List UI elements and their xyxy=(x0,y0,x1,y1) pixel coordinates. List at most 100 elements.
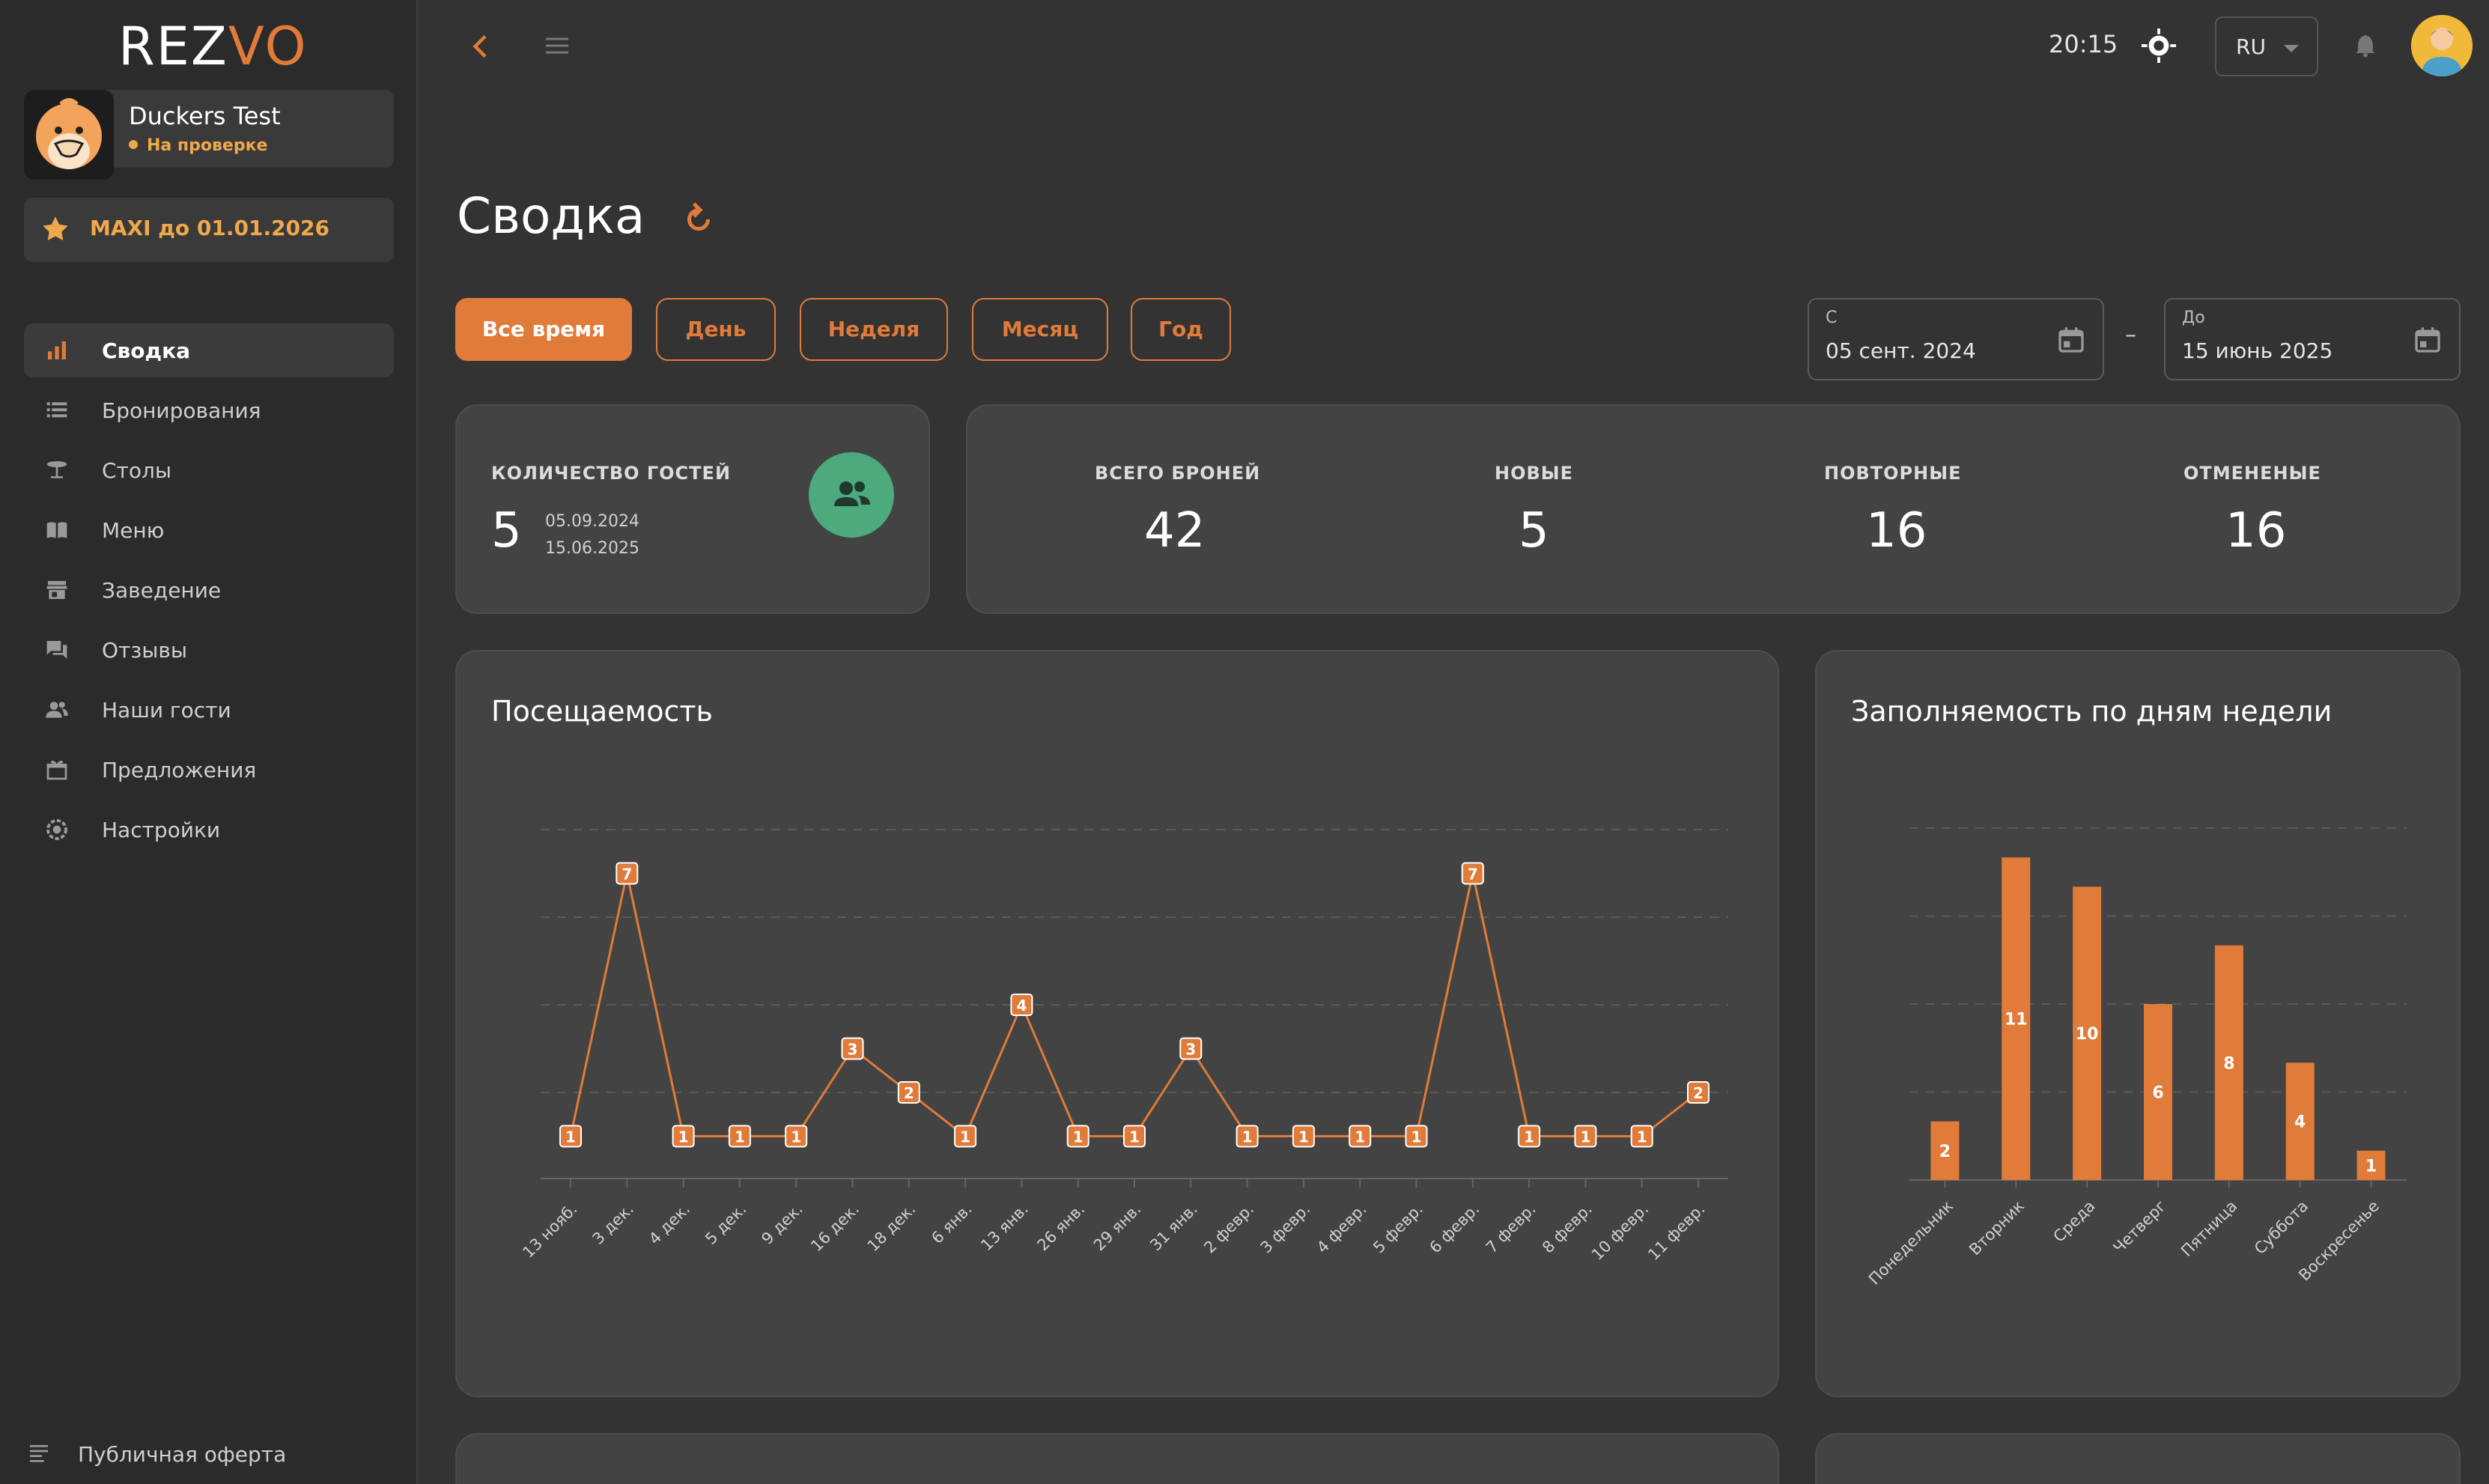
data-point xyxy=(897,1081,920,1104)
period-week-button[interactable]: Неделя xyxy=(800,298,948,361)
data-point xyxy=(559,1125,582,1148)
data-label: 3 xyxy=(848,1041,858,1059)
cancelled-bookings-label: ОТМЕНЕНЫЕ xyxy=(2183,463,2321,484)
period-all-time-button[interactable]: Все время xyxy=(455,298,632,361)
settings-icon xyxy=(46,819,67,840)
data-point xyxy=(1461,862,1484,885)
period-month-button[interactable]: Месяц xyxy=(972,298,1108,361)
menu-book-icon xyxy=(46,522,67,538)
venue-name: Duckers Test xyxy=(129,102,281,130)
total-bookings-value: 42 xyxy=(1144,503,1206,559)
weekday-bar-chart: 2 Понедельник 11 Вторник 10 Среда 6 Четверг 8 Пят… xyxy=(1865,827,2407,1289)
theme-toggle-icon[interactable] xyxy=(2142,28,2176,63)
bar-value-label: 11 xyxy=(2005,1011,2028,1030)
x-tick-label: 13 янв. xyxy=(977,1200,1032,1255)
data-label: 7 xyxy=(622,866,632,884)
data-label: 1 xyxy=(1411,1128,1422,1146)
star-icon xyxy=(43,216,68,240)
sidebar-item-offers[interactable]: Предложения xyxy=(24,743,394,797)
x-tick-label: 10 февр. xyxy=(1588,1200,1652,1264)
calendar-icon[interactable] xyxy=(2056,323,2086,356)
x-tick-label: 3 февр. xyxy=(1257,1200,1314,1257)
sidebar-item-reviews[interactable]: Отзывы xyxy=(24,623,394,677)
chart-bar-icon xyxy=(48,341,66,359)
date-to-field[interactable]: До 15 июнь 2025 xyxy=(2164,298,2461,380)
sidebar-item-summary[interactable]: Сводка xyxy=(24,323,394,377)
sidebar-item-tables[interactable]: Столы xyxy=(24,443,394,497)
guests-count-label: КОЛИЧЕСТВО ГОСТЕЙ xyxy=(491,463,732,484)
refresh-icon[interactable] xyxy=(680,201,717,238)
repeat-bookings-value: 16 xyxy=(1866,503,1927,559)
data-label: 1 xyxy=(1637,1128,1647,1146)
x-tick-label: 16 дек. xyxy=(807,1200,863,1256)
clock: 20:15 xyxy=(2049,30,2118,58)
date-from-label: С xyxy=(1826,308,1838,327)
total-bookings-label: ВСЕГО БРОНЕЙ xyxy=(1095,463,1261,484)
sidebar-item-settings[interactable]: Настройки xyxy=(24,803,394,857)
data-label: 3 xyxy=(1185,1041,1196,1059)
data-label: 1 xyxy=(1580,1128,1590,1146)
x-tick-label: 5 февр. xyxy=(1370,1200,1426,1257)
sidebar-item-guests[interactable]: Наши гости xyxy=(24,683,394,737)
venue-profile[interactable]: Duckers Test На проверке xyxy=(24,90,394,180)
attendance-chart-title: Посещаемость xyxy=(491,695,713,728)
table-icon xyxy=(46,461,67,478)
hamburger-menu-icon[interactable] xyxy=(544,34,571,57)
attendance-line-chart: 113 нояб.73 дек.14 дек.15 дек.19 дек.316… xyxy=(519,829,1728,1264)
data-label: 4 xyxy=(1016,997,1027,1015)
venue-status: На проверке xyxy=(129,136,267,155)
chevron-down-icon xyxy=(2284,45,2299,52)
bar-value-label: 10 xyxy=(2076,1025,2099,1044)
x-tick-label: Понедельник xyxy=(1865,1197,1957,1289)
data-point xyxy=(1630,1125,1653,1148)
back-chevron-icon[interactable] xyxy=(467,31,494,61)
data-label: 1 xyxy=(1524,1128,1534,1146)
x-tick-label: 2 февр. xyxy=(1200,1200,1257,1257)
data-point xyxy=(1066,1125,1089,1148)
bar xyxy=(2214,945,2243,1180)
sidebar-item-label: Бронирования xyxy=(102,398,261,423)
sidebar-item-venue[interactable]: Заведение xyxy=(24,563,394,617)
period-year-button[interactable]: Год xyxy=(1131,298,1231,361)
date-range-separator: – xyxy=(2125,322,2136,348)
language-select[interactable]: RU xyxy=(2215,16,2318,76)
new-bookings-value: 5 xyxy=(1519,503,1549,559)
duck-avatar-icon xyxy=(24,90,114,180)
data-label: 1 xyxy=(565,1128,576,1146)
guests-badge xyxy=(809,452,894,538)
user-avatar[interactable] xyxy=(2411,15,2473,76)
x-tick-label: 11 февр. xyxy=(1644,1200,1708,1264)
bell-icon[interactable] xyxy=(2353,31,2378,60)
x-tick-label: 31 янв. xyxy=(1146,1200,1201,1255)
sidebar-item-label: Столы xyxy=(102,458,171,483)
public-offer-link[interactable]: Публичная оферта xyxy=(27,1438,386,1474)
data-label: 1 xyxy=(1073,1128,1084,1146)
period-day-button[interactable]: День xyxy=(656,298,776,361)
date-from-field[interactable]: С 05 сент. 2024 xyxy=(1808,298,2104,380)
cancelled-bookings-value: 16 xyxy=(2225,503,2287,559)
x-tick-label: Суббота xyxy=(2251,1197,2312,1258)
x-tick-label: Вторник xyxy=(1966,1197,2028,1259)
weekday-chart-title: Заполняемость по дням недели xyxy=(1851,695,2333,728)
offers-icon xyxy=(46,760,67,780)
document-icon xyxy=(30,1445,48,1462)
sidebar-item-bookings[interactable]: Бронирования xyxy=(24,383,394,437)
bar xyxy=(2285,1062,2315,1180)
data-point xyxy=(841,1037,864,1060)
data-label: 1 xyxy=(960,1128,970,1146)
repeat-bookings-label: ПОВТОРНЫЕ xyxy=(1824,463,1962,484)
logo-main: REZ xyxy=(118,16,228,77)
sidebar-item-label: Наши гости xyxy=(102,698,231,723)
sidebar-item-label: Предложения xyxy=(102,758,257,782)
public-offer-label: Публичная оферта xyxy=(78,1442,287,1467)
date-to-label: До xyxy=(2182,308,2205,327)
plan-badge[interactable]: MAXI до 01.01.2026 xyxy=(24,198,394,262)
calendar-icon[interactable] xyxy=(2413,323,2443,356)
sidebar-item-menu[interactable]: Меню xyxy=(24,503,394,557)
data-label: 7 xyxy=(1468,866,1478,884)
bottom-card-right xyxy=(1815,1433,2461,1484)
data-label: 1 xyxy=(678,1128,689,1146)
logo[interactable]: REZVO xyxy=(118,16,308,76)
data-point xyxy=(785,1125,808,1148)
bar-value-label: 8 xyxy=(2223,1054,2234,1073)
